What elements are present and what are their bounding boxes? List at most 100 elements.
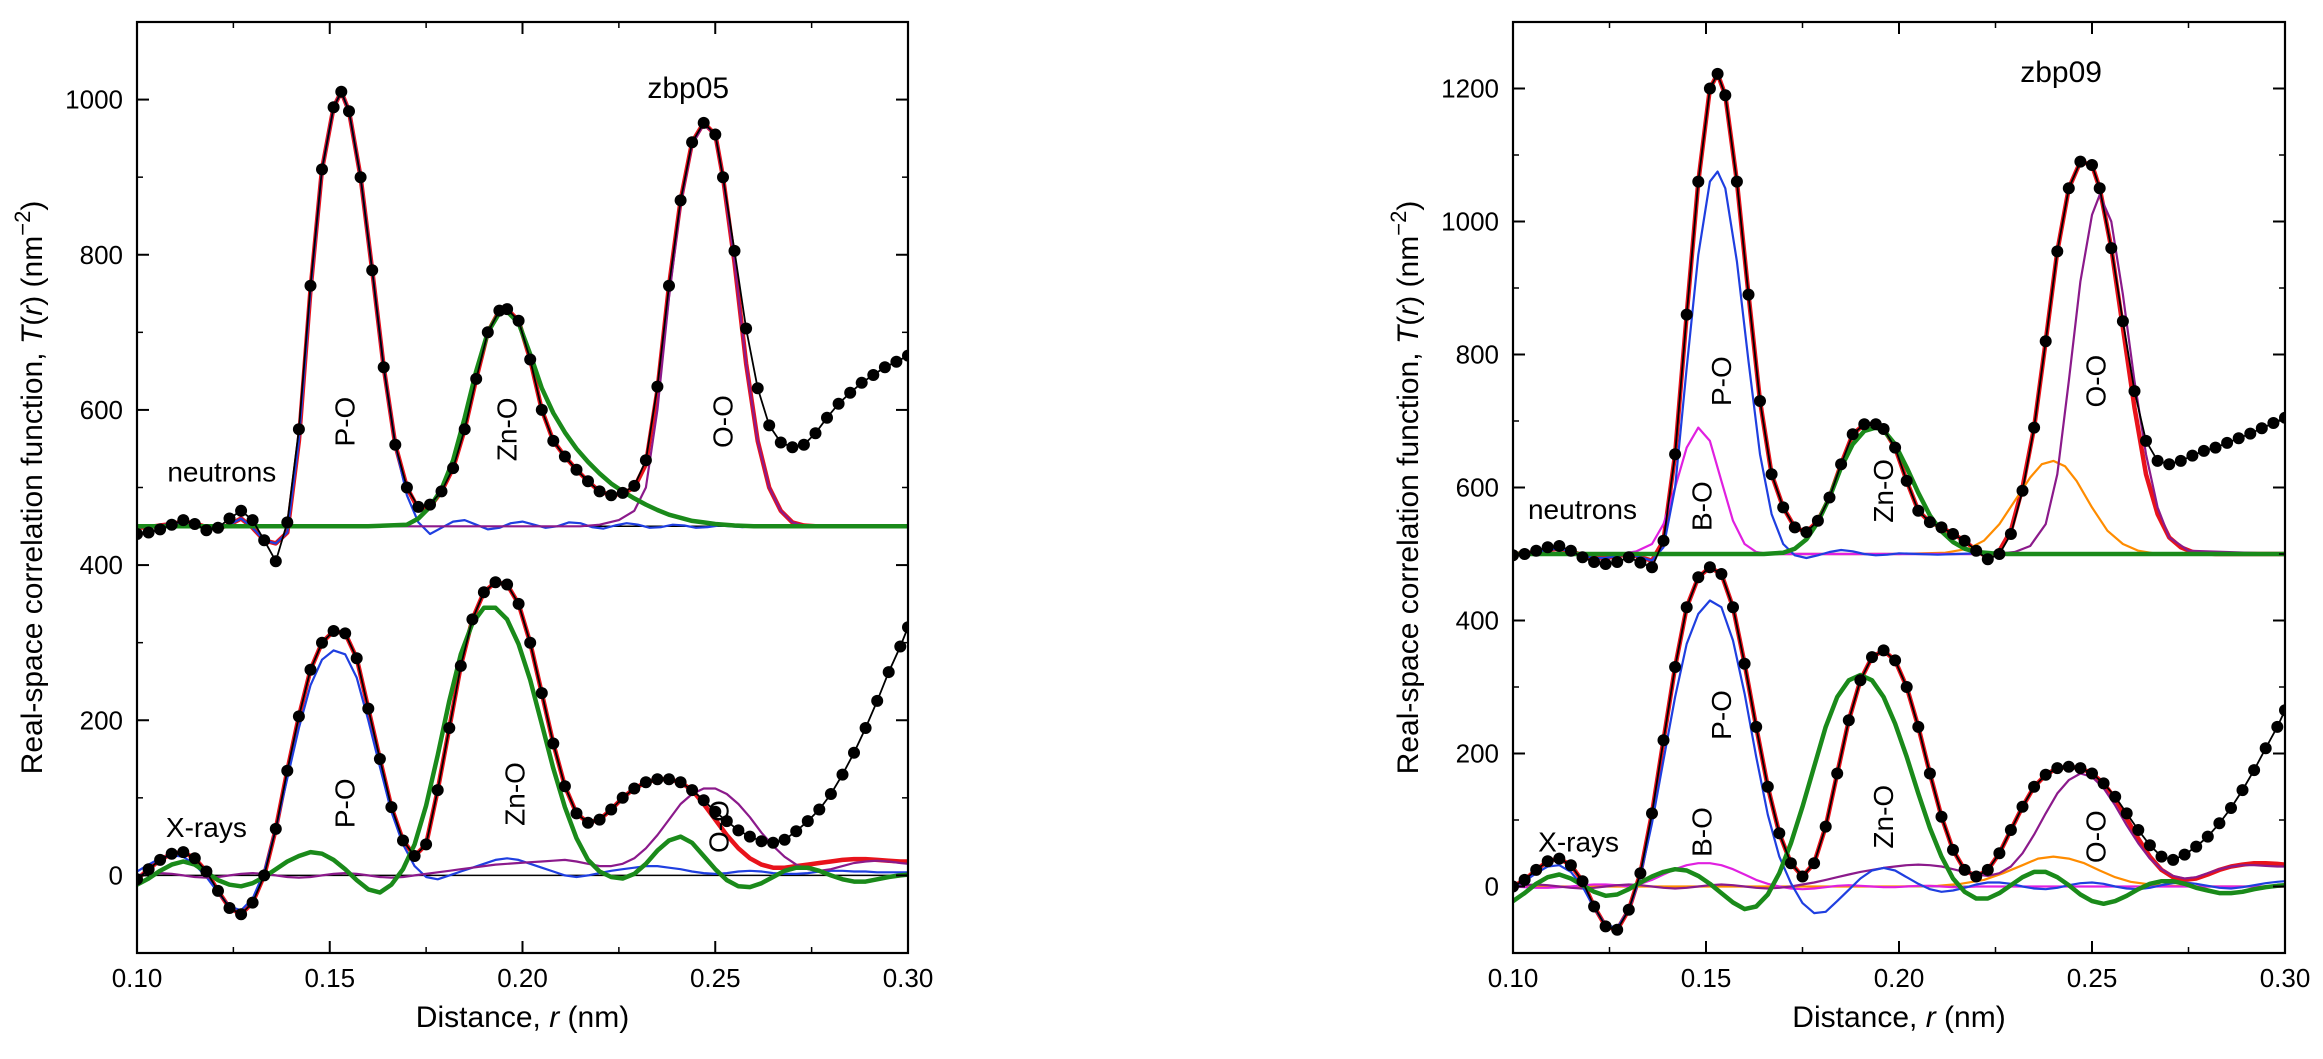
data-point — [878, 361, 891, 374]
y-tick-label: 200 — [1456, 739, 1499, 769]
data-point — [1588, 556, 1601, 568]
data-point — [2039, 335, 2052, 348]
data-point — [832, 397, 845, 410]
x-tick-label: 0.15 — [304, 963, 355, 993]
data-point — [894, 640, 907, 653]
data-point — [2120, 807, 2133, 820]
data-point — [628, 479, 641, 492]
data-point — [740, 322, 753, 335]
data-point — [809, 427, 822, 440]
y-axis-title: Real-space correlation function, T(r) (n… — [1386, 201, 1425, 775]
data-point — [489, 576, 502, 589]
data-point — [524, 636, 537, 649]
data-point — [1715, 568, 1728, 580]
y-axis-title-part: ) — [1392, 201, 1425, 211]
x-axis-title-part: Distance, — [416, 1001, 549, 1034]
data-point — [1576, 875, 1589, 888]
data-point — [1742, 288, 1755, 301]
data-point — [1970, 544, 1983, 557]
data-point — [547, 737, 560, 750]
data-point — [2109, 790, 2122, 803]
series-line-xrays-total-fit — [1513, 565, 2285, 932]
data-point — [697, 116, 710, 129]
data-point — [2225, 802, 2237, 814]
data-point — [431, 784, 444, 797]
y-axis-title: Real-space correlation function, T(r) (n… — [10, 201, 49, 775]
data-point — [235, 908, 248, 921]
data-point — [2062, 182, 2075, 195]
data-point — [605, 489, 618, 502]
data-point — [1858, 418, 1871, 431]
data-point — [2062, 760, 2075, 773]
annotation-label: Zn-O — [492, 397, 523, 461]
y-axis-title-part: r — [16, 305, 49, 316]
data-point — [1564, 544, 1577, 557]
data-point — [720, 815, 733, 828]
data-point — [2236, 784, 2249, 797]
annotation-label: B-O — [1687, 481, 1718, 531]
data-point — [188, 852, 201, 865]
data-point — [1823, 491, 1836, 504]
data-point — [1657, 734, 1670, 747]
annotation-label: P-O — [1706, 690, 1737, 740]
data-point — [2074, 762, 2087, 775]
y-axis-title-part: Real-space correlation function, — [16, 344, 49, 774]
data-point — [335, 85, 348, 98]
data-point — [639, 776, 652, 789]
data-point — [1923, 516, 1936, 529]
data-point — [1993, 847, 2006, 860]
data-point — [2128, 385, 2141, 398]
data-point — [570, 463, 583, 476]
data-point — [1947, 843, 1959, 856]
data-point — [2221, 436, 2234, 449]
x-tick-label: 0.20 — [497, 963, 548, 993]
data-point — [1819, 820, 1832, 833]
y-tick-label: 600 — [80, 395, 123, 425]
data-point — [1564, 859, 1577, 872]
y-tick-label: 200 — [80, 705, 123, 735]
data-point — [709, 128, 722, 141]
data-point — [1692, 175, 1705, 188]
data-point — [2190, 840, 2203, 853]
data-point — [902, 621, 908, 634]
data-point — [200, 865, 213, 878]
annotation-label: O-O — [2080, 810, 2111, 863]
data-point — [1703, 561, 1716, 574]
annotation-label: B-O — [1687, 807, 1718, 857]
data-point — [142, 526, 155, 539]
data-point — [1730, 175, 1743, 188]
data-point — [2259, 742, 2272, 755]
y-axis-title-part: ( — [1392, 316, 1425, 326]
series-line-xrays-o-o — [1513, 772, 2285, 890]
data-point — [697, 794, 710, 807]
data-point — [454, 659, 467, 672]
data-point — [867, 369, 880, 381]
data-point — [1750, 720, 1763, 733]
data-point — [1761, 780, 1774, 793]
data-point — [501, 578, 514, 591]
data-point — [1530, 544, 1543, 557]
data-point — [2028, 421, 2041, 434]
annotation-label: neutrons — [167, 456, 276, 487]
data-point — [763, 419, 776, 432]
data-point — [2186, 449, 2199, 462]
data-point — [1634, 556, 1647, 569]
data-point — [1599, 920, 1612, 933]
data-point — [1646, 807, 1658, 820]
data-point — [628, 782, 641, 795]
y-tick-label: 0 — [1485, 872, 1499, 902]
data-point — [1754, 395, 1766, 407]
y-axis-title-part: Real-space correlation function, — [1392, 344, 1425, 774]
data-point — [1831, 767, 1844, 780]
data-point — [235, 504, 248, 517]
data-point — [1846, 428, 1859, 441]
data-point — [1553, 852, 1566, 865]
x-tick-label: 0.30 — [883, 963, 934, 993]
data-point — [2016, 800, 2029, 813]
data-point — [836, 768, 849, 781]
data-point — [1981, 863, 1994, 876]
data-point — [616, 486, 629, 499]
data-point — [774, 436, 787, 449]
data-point — [1599, 558, 1612, 570]
data-point — [651, 380, 664, 393]
